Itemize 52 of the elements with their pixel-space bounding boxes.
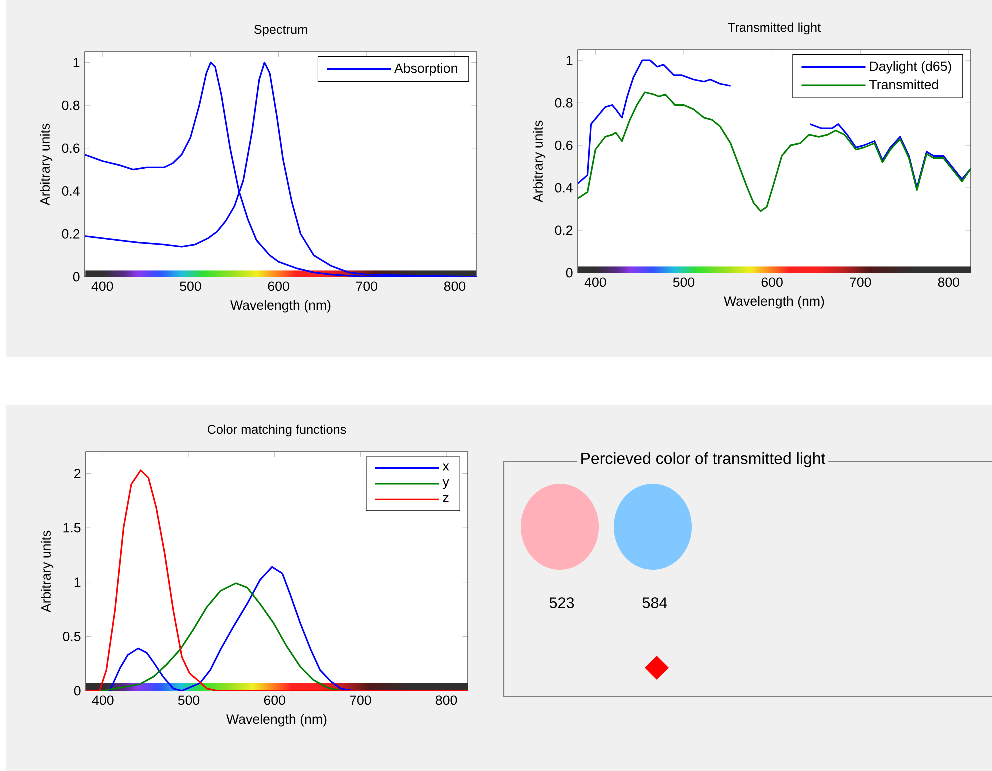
y-tick-label: 0.2	[62, 229, 80, 239]
legend-label: y	[442, 479, 450, 490]
y-axis-title: Arbitrary units	[40, 124, 53, 206]
chart-title: Color matching functions	[208, 424, 346, 437]
y-tick-label: 0	[566, 268, 573, 278]
legend-label: Daylight (d65)	[870, 61, 952, 74]
y-tick-label: 0.5	[63, 632, 81, 642]
y-tick-label: 1	[74, 578, 81, 587]
x-axis-title: Wavelength (nm)	[226, 714, 327, 727]
x-tick-label: 600	[264, 696, 286, 706]
text: 523	[550, 598, 574, 608]
legend-label: z	[443, 495, 449, 502]
y-tick-label: 0.8	[555, 98, 573, 108]
y-axis-title: Arbitrary units	[533, 120, 546, 203]
chart-title: Spectrum	[254, 25, 308, 37]
x-tick-label: 800	[444, 282, 466, 292]
x-tick-label: 600	[268, 282, 290, 292]
y-tick-label: 0.6	[62, 144, 80, 154]
x-tick-label: 400	[92, 696, 114, 706]
chart-title: Transmitted light	[728, 22, 821, 35]
y-axis-title: Arbitrary units	[41, 530, 54, 613]
y-tick-label: 0	[74, 686, 81, 696]
x-axis-title: Wavelength (nm)	[230, 300, 331, 313]
x-tick-label: 400	[584, 278, 606, 288]
x-tick-label: 700	[356, 282, 378, 292]
x-tick-label: 500	[178, 696, 200, 706]
legend-label: x	[442, 464, 450, 471]
x-tick-label: 400	[92, 282, 114, 292]
y-tick-label: 0.6	[555, 140, 573, 150]
y-tick-label: 0.4	[555, 183, 573, 193]
y-tick-label: 0.8	[62, 100, 80, 110]
y-tick-label: 0	[73, 272, 80, 282]
x-tick-label: 800	[938, 278, 960, 288]
y-tick-label: 0.4	[62, 186, 80, 196]
legend-label: Transmitted	[870, 80, 938, 90]
y-tick-label: 1	[74, 58, 80, 68]
x-tick-label: 600	[762, 278, 783, 288]
x-tick-label: 700	[850, 278, 872, 288]
x-tick-label: 500	[180, 282, 202, 292]
legend-label: Absorption	[394, 63, 458, 76]
y-tick-label: 0.2	[555, 226, 573, 236]
x-axis-title: Wavelength (nm)	[724, 296, 824, 309]
x-tick-label: 800	[436, 696, 458, 706]
y-tick-label: 2	[74, 469, 81, 478]
line-series	[578, 92, 972, 212]
y-tick-label: 1	[566, 56, 573, 66]
line-series	[86, 470, 468, 691]
x-tick-label: 500	[673, 278, 695, 288]
text: Percieved color of transmitted light	[582, 452, 826, 468]
x-tick-label: 700	[350, 696, 372, 706]
y-tick-label: 1.5	[64, 523, 81, 533]
text: 584	[642, 598, 668, 608]
